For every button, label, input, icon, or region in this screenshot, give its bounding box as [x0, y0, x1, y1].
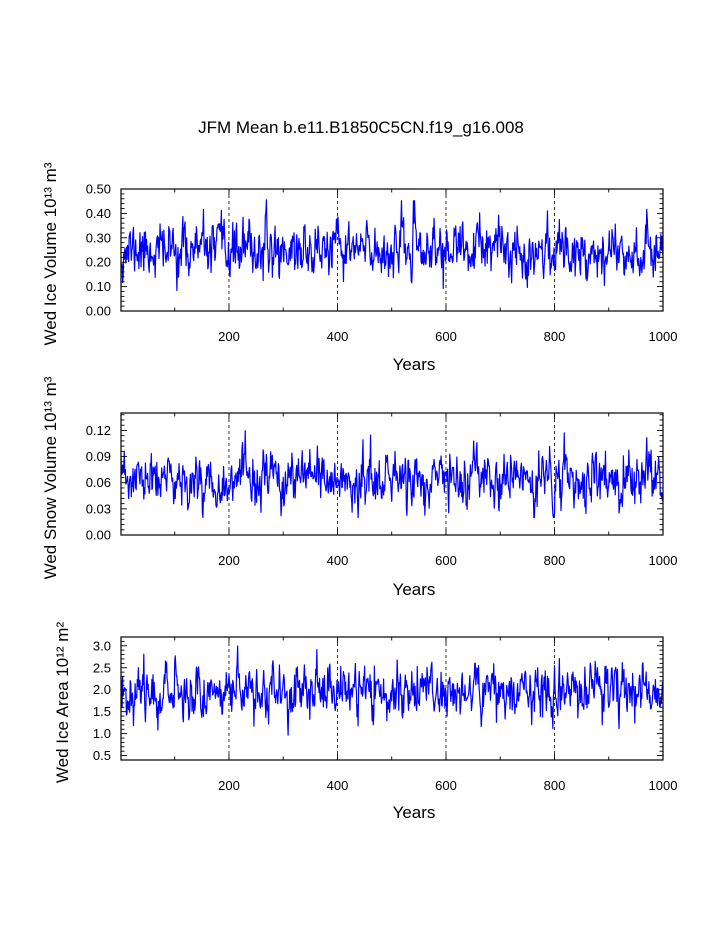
x-tick-label: 800: [544, 778, 566, 793]
y-tick-label: 0.40: [86, 206, 111, 221]
series-line-1: [120, 199, 664, 292]
x-tick-label: 400: [327, 778, 349, 793]
y-tick-label: 0.06: [86, 475, 111, 490]
y-tick-label: 0.12: [86, 423, 111, 438]
y-axis-title-2: Wed Snow Volume 10¹³ m³: [41, 376, 60, 579]
x-tick-label: 200: [218, 329, 240, 344]
x-tick-label: 800: [544, 553, 566, 568]
x-tick-label: 600: [435, 329, 457, 344]
y-tick-label: 0.10: [86, 279, 111, 294]
series-line-2: [120, 430, 664, 519]
x-tick-label: 600: [435, 778, 457, 793]
y-tick-label: 0.30: [86, 230, 111, 245]
x-tick-label: 1000: [649, 329, 678, 344]
x-axis-title-2: Years: [393, 580, 436, 599]
x-tick-label: 800: [544, 329, 566, 344]
x-axis-title-1: Years: [393, 355, 436, 374]
y-tick-label: 3.0: [93, 638, 111, 653]
y-tick-label: 0.00: [86, 528, 111, 543]
y-tick-label: 0.09: [86, 449, 111, 464]
y-axis-title-3: Wed Ice Area 10¹² m²: [53, 622, 72, 784]
y-tick-label: 0.5: [93, 748, 111, 763]
y-axis-title-1: Wed Ice Volume 10¹³ m³: [41, 162, 60, 345]
y-tick-label: 0.03: [86, 501, 111, 516]
plot-frame-1: [120, 188, 664, 312]
y-tick-label: 1.0: [93, 726, 111, 741]
x-tick-label: 200: [218, 778, 240, 793]
x-tick-label: 600: [435, 553, 457, 568]
x-tick-label: 400: [327, 329, 349, 344]
x-tick-label: 400: [327, 553, 349, 568]
main-title: JFM Mean b.e11.B1850C5CN.f19_g16.008: [198, 118, 524, 137]
series-line-3: [120, 645, 664, 736]
x-tick-label: 200: [218, 553, 240, 568]
x-tick-label: 1000: [649, 778, 678, 793]
y-tick-label: 2.5: [93, 660, 111, 675]
y-tick-label: 0.50: [86, 182, 111, 197]
y-tick-label: 2.0: [93, 682, 111, 697]
x-axis-title-3: Years: [393, 803, 436, 822]
y-tick-label: 0.20: [86, 255, 111, 270]
y-tick-label: 1.5: [93, 704, 111, 719]
y-tick-label: 0.00: [86, 304, 111, 319]
x-tick-label: 1000: [649, 553, 678, 568]
